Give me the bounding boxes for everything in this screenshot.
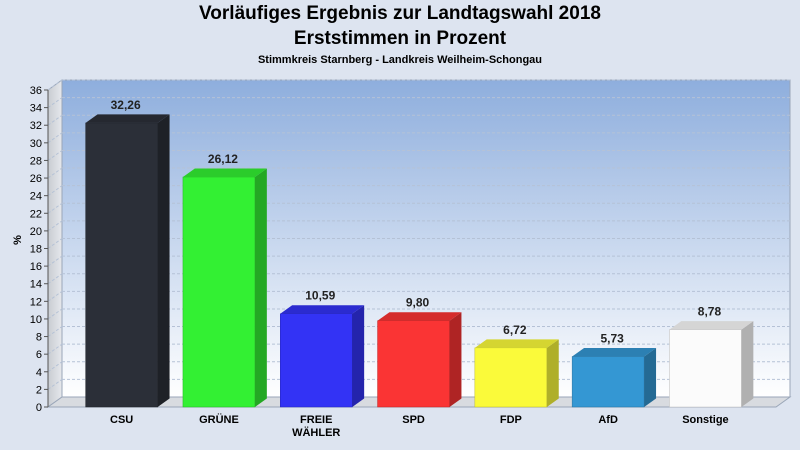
gridline-side <box>47 114 63 126</box>
y-tick-label: 28 <box>30 155 42 167</box>
bar-front <box>85 122 158 408</box>
y-tick-label: 8 <box>36 332 42 344</box>
chart-title: Vorläufiges Ergebnis zur Landtagswahl 20… <box>199 3 601 24</box>
chart-region: Stimmkreis Starnberg - Landkreis Weilhei… <box>257 54 543 66</box>
bar-side <box>254 168 267 407</box>
x-tick-label: GRÜNE <box>199 413 239 426</box>
bar-front <box>182 176 256 408</box>
bar-top <box>85 114 170 123</box>
bar-top <box>572 348 657 357</box>
bar <box>474 339 559 408</box>
y-tick-label: 34 <box>30 103 42 115</box>
y-tick-label: 36 <box>30 85 42 97</box>
x-tick-label: FREIE WÄHLER <box>292 414 340 439</box>
bar-side <box>157 114 170 408</box>
x-tick-label: AfD <box>598 414 618 426</box>
bar-value-label: 26,12 <box>208 152 238 166</box>
y-tick-label: 0 <box>36 402 42 414</box>
y-tick-label: 22 <box>30 208 42 220</box>
bar-top <box>377 312 462 321</box>
y-tick-label: 26 <box>30 173 42 185</box>
x-tick-label-line: GRÜNE <box>199 413 239 426</box>
y-tick-label: 4 <box>36 367 42 379</box>
y-tick-label: 24 <box>30 191 42 203</box>
bar <box>182 168 267 408</box>
gridline-side <box>47 378 63 390</box>
gridline-side <box>47 220 63 232</box>
gridline-side <box>47 202 63 214</box>
gridline-side <box>47 308 63 320</box>
x-tick-label-line: CSU <box>110 414 133 426</box>
bar-value-label: 5,73 <box>600 332 624 346</box>
x-tick-label-line: FREIE <box>300 414 332 426</box>
bar-value-label: 6,72 <box>503 323 527 337</box>
gridline-side <box>47 97 63 109</box>
x-tick-label-line: Sonstige <box>682 414 728 426</box>
gridline-side <box>47 150 63 161</box>
bar-top <box>669 321 754 330</box>
x-tick-label-line: FDP <box>500 414 522 426</box>
bar-side <box>741 321 754 407</box>
plot-side-wall <box>47 79 63 408</box>
bar-front <box>280 313 353 408</box>
bar-value-label: 9,80 <box>406 296 430 310</box>
gridline-side <box>47 255 63 267</box>
bar-side <box>546 339 559 407</box>
bar-side <box>449 312 462 407</box>
bar-top <box>182 168 267 177</box>
y-tick-label: 12 <box>30 296 42 308</box>
gridline-side <box>47 185 63 197</box>
x-tick-label-line: WÄHLER <box>292 426 340 439</box>
bar-front <box>474 347 548 408</box>
bar-top <box>474 339 559 348</box>
bar <box>571 348 657 408</box>
bar-front <box>571 356 645 408</box>
bar <box>377 312 462 408</box>
y-tick-label: 20 <box>30 226 42 238</box>
y-tick-label: 2 <box>36 384 42 396</box>
y-tick-label: 14 <box>30 279 42 291</box>
gridline-side <box>47 79 63 91</box>
y-axis-label: % <box>12 235 24 245</box>
y-tick-label: 10 <box>30 314 42 326</box>
y-tick-label: 18 <box>30 244 42 256</box>
gridline-side <box>47 326 63 337</box>
y-tick-label: 6 <box>36 349 42 361</box>
bar-side <box>644 348 657 407</box>
chart-subtitle: Erststimmen in Prozent <box>293 28 507 49</box>
gridline-side <box>47 167 63 179</box>
gridline-side <box>47 273 63 285</box>
bar-front <box>669 329 742 408</box>
gridline-side <box>47 132 63 144</box>
x-tick-label-line: AfD <box>598 414 618 426</box>
bar <box>280 305 365 408</box>
y-tick-label: 16 <box>30 261 42 273</box>
bar-value-label: 10,59 <box>305 289 335 303</box>
gridline-side <box>47 343 63 355</box>
bar <box>85 114 170 408</box>
gridline-side <box>47 290 63 302</box>
bar-top <box>280 305 365 314</box>
bar-value-label: 8,78 <box>698 305 722 319</box>
gridline-side <box>47 238 63 249</box>
bar-front <box>377 320 450 408</box>
x-tick-label: CSU <box>110 414 133 426</box>
bar-side <box>352 305 365 407</box>
x-tick-label: Sonstige <box>682 414 728 426</box>
x-tick-label: SPD <box>402 414 425 426</box>
x-tick-label: FDP <box>500 414 522 426</box>
bar <box>669 321 754 408</box>
y-tick-label: 30 <box>30 138 42 150</box>
gridline-side <box>47 361 63 373</box>
y-tick-label: 32 <box>30 120 42 132</box>
bar-value-label: 32,26 <box>111 98 141 112</box>
x-tick-label-line: SPD <box>402 414 425 426</box>
